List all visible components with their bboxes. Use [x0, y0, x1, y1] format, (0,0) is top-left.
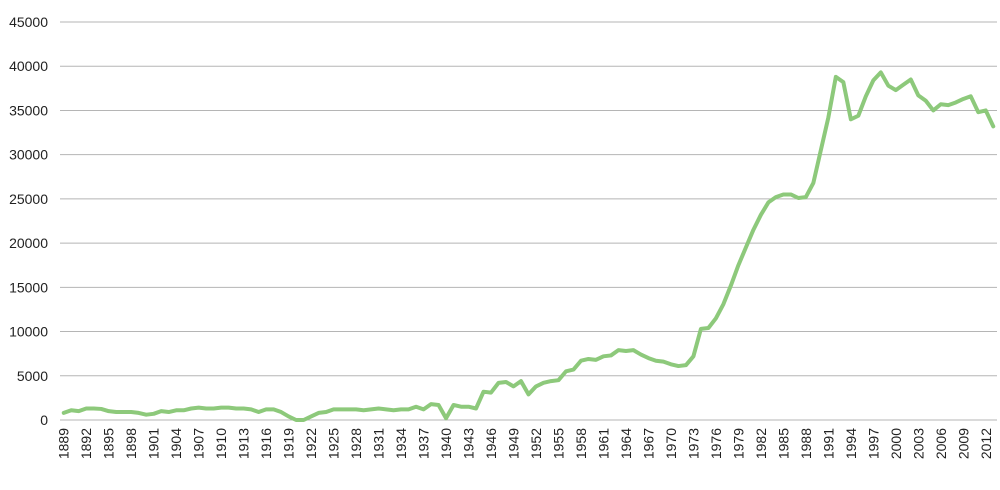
- x-tick-label: 1937: [416, 428, 432, 459]
- x-tick-label: 1949: [506, 428, 522, 459]
- x-tick-label: 1979: [730, 428, 746, 459]
- x-tick-label: 1940: [438, 428, 454, 459]
- y-tick-label: 5000: [17, 368, 48, 384]
- x-tick-label: 1973: [685, 428, 701, 459]
- x-tick-label: 1901: [146, 428, 162, 459]
- x-tick-label: 1910: [213, 428, 229, 459]
- x-tick-label: 1964: [618, 428, 634, 459]
- data-line: [61, 70, 996, 422]
- x-tick-label: 1976: [708, 428, 724, 459]
- y-tick-label: 40000: [9, 58, 48, 74]
- x-tick-label: 1988: [798, 428, 814, 459]
- x-tick-label: 1985: [775, 428, 791, 459]
- x-tick-label: 1907: [191, 428, 207, 459]
- x-tick-label: 1991: [820, 428, 836, 459]
- y-tick-label: 45000: [9, 14, 48, 30]
- x-tick-label: 1934: [393, 428, 409, 459]
- x-tick-label: 1916: [258, 428, 274, 459]
- x-tick-label: 1898: [123, 428, 139, 459]
- x-tick-label: 2009: [955, 428, 971, 459]
- y-tick-label: 10000: [9, 324, 48, 340]
- x-tick-label: 1958: [573, 428, 589, 459]
- x-tick-label: 2006: [933, 428, 949, 459]
- x-tick-label: 2012: [978, 428, 994, 459]
- x-tick-label: 1889: [56, 428, 72, 459]
- x-tick-label: 1895: [101, 428, 117, 459]
- x-tick-label: 1922: [303, 428, 319, 459]
- x-tick-label: 2003: [910, 428, 926, 459]
- x-tick-label: 2000: [888, 428, 904, 459]
- x-tick-label: 1931: [371, 428, 387, 459]
- x-tick-label: 1943: [461, 428, 477, 459]
- y-tick-label: 25000: [9, 191, 48, 207]
- x-tick-label: 1994: [843, 428, 859, 459]
- x-tick-label: 1913: [236, 428, 252, 459]
- y-tick-label: 0: [40, 412, 48, 428]
- y-tick-label: 35000: [9, 102, 48, 118]
- x-tick-label: 1970: [663, 428, 679, 459]
- y-tick-label: 30000: [9, 147, 48, 163]
- x-tick-label: 1952: [528, 428, 544, 459]
- x-tick-label: 1892: [78, 428, 94, 459]
- y-tick-label: 20000: [9, 235, 48, 251]
- x-tick-label: 1904: [168, 428, 184, 459]
- x-tick-label: 1925: [326, 428, 342, 459]
- x-tick-label: 1928: [348, 428, 364, 459]
- x-tick-label: 1955: [550, 428, 566, 459]
- x-tick-label: 1946: [483, 428, 499, 459]
- x-tick-label: 1961: [595, 428, 611, 459]
- x-tick-label: 1919: [281, 428, 297, 459]
- x-tick-label: 1982: [753, 428, 769, 459]
- x-tick-label: 1967: [640, 428, 656, 459]
- y-tick-label: 15000: [9, 279, 48, 295]
- x-tick-label: 1997: [865, 428, 881, 459]
